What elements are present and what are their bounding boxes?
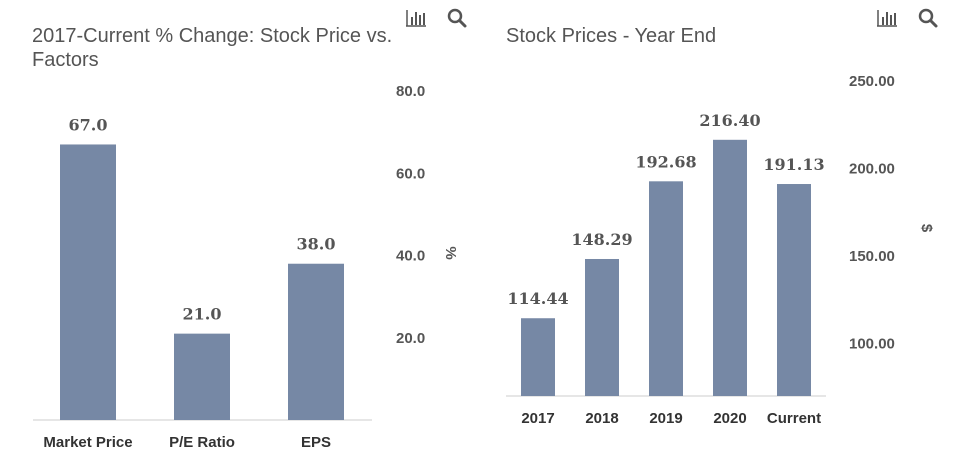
chart-title: 2017-Current % Change: Stock Price vs. F… [32, 25, 393, 71]
bar-chart-icon[interactable] [402, 6, 430, 30]
category-label: Current [767, 410, 821, 427]
data-label: 38.0 [297, 235, 336, 254]
y-tick-label: 100.00 [849, 336, 895, 353]
bar-eps [288, 263, 344, 420]
data-label: 21.0 [183, 305, 222, 324]
data-label: 148.29 [571, 230, 632, 249]
y-axis-title: $ [918, 224, 935, 233]
chart-title: Stock Prices - Year End [506, 25, 717, 47]
chart-panel-year-end-prices: Stock Prices - Year End 114.44 2017 148.29… [479, 0, 958, 468]
y-tick-label: 60.0 [396, 165, 425, 182]
category-label: 2020 [713, 410, 746, 427]
bar-chart-price-vs-factors: 67.0 Market Price 21.0 P/E Ratio 38.0 EPS 20.0… [33, 83, 459, 451]
bar-2017 [521, 318, 555, 396]
y-tick-label: 250.00 [849, 73, 895, 90]
y-tick-label: 20.0 [396, 330, 425, 347]
magnifier-icon[interactable] [443, 6, 471, 30]
y-tick-label: 80.0 [396, 83, 425, 100]
bar-p-e-ratio [174, 333, 230, 420]
category-label: P/E Ratio [169, 434, 235, 451]
category-label: EPS [301, 434, 331, 451]
data-label: 216.40 [699, 111, 760, 130]
y-tick-label: 200.00 [849, 161, 895, 178]
bar-chart-year-end-prices: 114.44 2017 148.29 2018 192.68 2019 216.40 2020… [506, 73, 935, 427]
y-tick-label: 40.0 [396, 248, 425, 265]
category-label: 2018 [585, 410, 618, 427]
bar-2018 [585, 258, 619, 396]
y-tick-label: 150.00 [849, 248, 895, 265]
category-label: 2017 [521, 410, 554, 427]
magnifier-icon[interactable] [914, 6, 942, 30]
data-label: 191.13 [763, 155, 824, 174]
y-axis-title: % [442, 246, 459, 259]
chart-panel-price-vs-factors: 2017-Current % Change: Stock Price vs. F… [32, 6, 471, 451]
data-label: 192.68 [635, 152, 696, 171]
bar-market-price [60, 144, 116, 420]
data-label: 67.0 [69, 115, 108, 134]
bar-current [777, 184, 811, 396]
bar-2019 [649, 181, 683, 396]
bar-chart-icon[interactable] [873, 6, 901, 30]
category-label: 2019 [649, 410, 682, 427]
category-label: Market Price [43, 434, 132, 451]
data-label: 114.44 [507, 289, 568, 308]
bar-2020 [713, 139, 747, 397]
